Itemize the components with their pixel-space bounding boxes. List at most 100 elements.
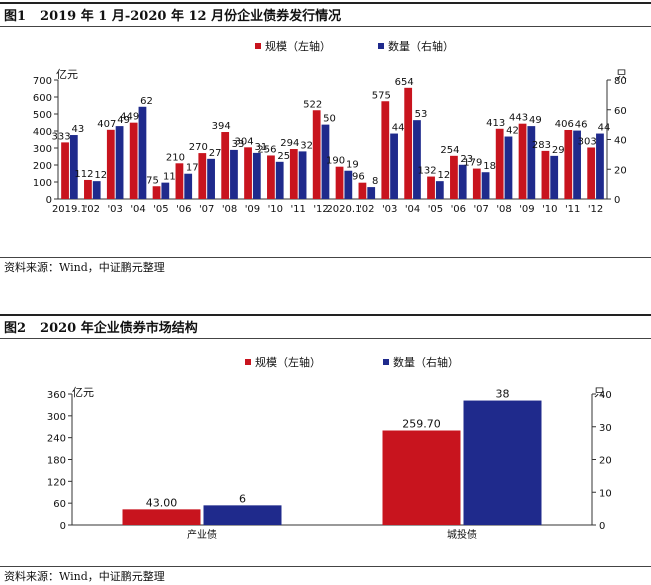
left-tick-label-1: 60	[53, 499, 66, 510]
left-tick-label-3: 180	[47, 456, 66, 467]
legend-swatch-1	[378, 43, 384, 49]
category-label-3: '04	[130, 204, 145, 215]
right-axis-unit: 只	[594, 386, 605, 399]
category-label-16: '05	[428, 204, 443, 215]
category-label-18: '07	[473, 204, 488, 215]
left-tick-label-6: 600	[33, 93, 52, 104]
bar-1-20	[527, 126, 536, 199]
bar-0-1	[382, 430, 461, 525]
data-label-1-18: 18	[483, 161, 496, 172]
category-label-4: '05	[153, 204, 168, 215]
data-label-1-5: 17	[186, 163, 199, 174]
data-label-1-17: 23	[460, 154, 473, 165]
right-tick-label-3: 60	[614, 106, 627, 117]
bar-1-0	[69, 135, 78, 199]
data-label-0-7: 394	[212, 121, 231, 132]
left-tick-label-4: 240	[47, 434, 66, 445]
data-label-1-22: 46	[575, 120, 588, 131]
bar-0-10	[289, 149, 298, 199]
bar-0-6	[198, 153, 207, 199]
right-tick-label-3: 30	[599, 423, 612, 434]
data-label-1-2: 49	[117, 115, 130, 126]
data-label-0-17: 254	[440, 145, 459, 156]
data-label-1-0: 6	[239, 492, 246, 505]
data-label-0-16: 132	[418, 166, 437, 177]
category-label-13: '02	[359, 204, 374, 215]
data-label-0-15: 654	[395, 77, 414, 88]
category-label-9: '10	[268, 204, 283, 215]
bar-1-21	[550, 155, 559, 199]
bar-1-14	[390, 133, 398, 199]
category-label-22: '11	[565, 204, 580, 215]
figure2-source-rule	[0, 566, 651, 567]
bar-1-9	[275, 161, 284, 199]
figure1-title: 图1 2019 年 1 月-2020 年 12 月份企业债券发行情况	[4, 5, 341, 24]
bar-1-7	[230, 149, 238, 199]
data-label-0-0: 43.00	[146, 496, 178, 509]
bar-0-0	[61, 142, 69, 199]
data-label-1-7: 33	[232, 139, 245, 150]
data-label-0-6: 270	[189, 142, 208, 153]
category-label-15: '04	[405, 204, 420, 215]
left-tick-label-7: 700	[33, 76, 52, 87]
right-tick-label-4: 40	[599, 390, 612, 401]
data-label-1-14: 44	[392, 123, 405, 134]
category-label-2: '03	[107, 204, 122, 215]
bar-1-22	[573, 130, 581, 199]
legend-label-1: 数量（右轴）	[388, 39, 454, 53]
data-label-1-11: 50	[323, 114, 336, 125]
data-label-0-1: 112	[74, 169, 93, 180]
figure1-title-rule	[0, 26, 651, 27]
data-label-0-19: 413	[486, 118, 505, 129]
data-label-0-9: 256	[257, 144, 276, 155]
data-label-0-14: 575	[372, 90, 391, 101]
data-label-1-8: 31	[254, 142, 267, 153]
bar-0-14	[381, 101, 390, 199]
bar-0-2	[106, 129, 115, 199]
bar-1-4	[161, 182, 170, 199]
figure2-top-rule	[0, 314, 651, 316]
data-label-0-10: 294	[280, 138, 299, 149]
category-label-10: '11	[290, 204, 305, 215]
left-tick-label-0: 0	[46, 195, 52, 206]
right-tick-label-2: 40	[614, 136, 627, 147]
data-label-0-22: 406	[555, 119, 574, 130]
left-tick-label-1: 100	[33, 178, 52, 189]
data-label-1-13: 8	[372, 176, 378, 187]
right-tick-label-2: 20	[599, 456, 612, 467]
bar-1-12	[344, 170, 353, 199]
data-label-0-4: 75	[146, 175, 159, 186]
data-label-1-12: 19	[346, 160, 359, 171]
figure2-number: 图2	[4, 321, 27, 336]
data-label-0-0: 333	[52, 131, 71, 142]
data-label-0-2: 407	[97, 119, 116, 130]
right-tick-label-0: 0	[614, 195, 620, 206]
data-label-0-8: 304	[235, 136, 254, 147]
figure1-number: 图1	[4, 9, 27, 24]
category-label-20: '09	[519, 204, 534, 215]
left-tick-label-4: 400	[33, 127, 52, 138]
bar-0-18	[472, 168, 481, 199]
data-label-0-18: 179	[463, 158, 482, 169]
legend-swatch-0	[255, 43, 261, 49]
data-label-1-9: 25	[277, 151, 290, 162]
left-tick-label-0: 0	[60, 521, 66, 532]
bar-1-23	[596, 133, 604, 199]
data-label-0-21: 283	[532, 140, 551, 151]
figure2-source: 资料来源：Wind，中证鹏元整理	[4, 570, 165, 583]
data-label-1-10: 32	[300, 140, 313, 151]
left-axis-unit: 亿元	[56, 68, 78, 81]
bar-1-17	[458, 164, 467, 199]
bar-1-16	[435, 181, 444, 199]
category-label-12: 2020.1	[326, 204, 361, 215]
bar-0-23	[587, 147, 596, 199]
figure1-source-rule	[0, 257, 651, 258]
bar-0-0	[122, 509, 201, 525]
data-label-1-0: 43	[71, 124, 84, 135]
bar-0-17	[450, 155, 458, 199]
bar-0-5	[175, 163, 184, 199]
data-label-0-12: 190	[326, 156, 345, 167]
bar-0-7	[221, 132, 230, 199]
category-label-0: 2019.1	[52, 204, 87, 215]
legend-label-1: 数量（右轴）	[393, 355, 459, 369]
